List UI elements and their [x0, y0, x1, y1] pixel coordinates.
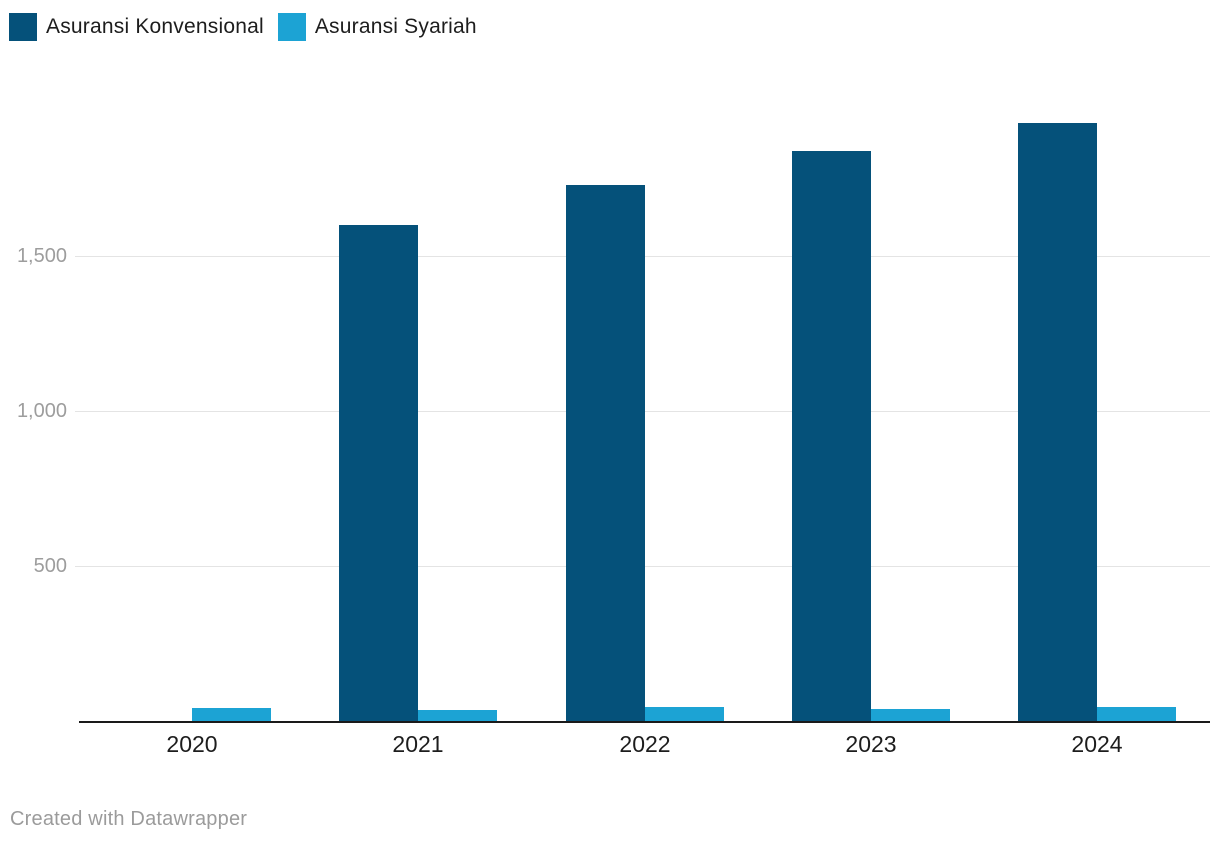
x-axis-label-2022: 2022 — [619, 731, 671, 757]
x-axis-label-2024: 2024 — [1071, 731, 1123, 757]
bar-konvensional-2021[interactable] — [339, 225, 418, 721]
legend-item-konvensional: Asuransi Konvensional — [9, 13, 264, 41]
bar-syariah-2020[interactable] — [192, 708, 271, 721]
y-axis-tick-label-500: 500 — [33, 555, 67, 577]
x-axis-label-2021: 2021 — [392, 731, 444, 757]
bar-syariah-2021[interactable] — [418, 710, 497, 721]
datawrapper-attribution: Created with Datawrapper — [10, 808, 248, 830]
bar-syariah-2023[interactable] — [871, 709, 950, 721]
x-axis-label-2020: 2020 — [166, 731, 218, 757]
legend-swatch-konvensional-icon — [9, 13, 37, 41]
bar-konvensional-2023[interactable] — [792, 151, 871, 721]
y-axis-tick-label-1000: 1,000 — [16, 400, 67, 422]
y-axis-tick-label-1500: 1,500 — [16, 245, 67, 267]
legend-label-konvensional: Asuransi Konvensional — [46, 15, 264, 38]
legend-label-syariah: Asuransi Syariah — [314, 15, 477, 38]
bar-konvensional-2024[interactable] — [1018, 123, 1097, 721]
bar-syariah-2022[interactable] — [645, 707, 724, 721]
legend-item-syariah: Asuransi Syariah — [277, 13, 477, 41]
bar-konvensional-2022[interactable] — [566, 185, 645, 721]
x-axis-label-2023: 2023 — [845, 731, 897, 757]
x-axis-line — [79, 721, 1210, 723]
legend-swatch-syariah-icon — [277, 13, 306, 41]
bar-syariah-2024[interactable] — [1097, 707, 1176, 721]
legend: Asuransi Konvensional Asuransi Syariah — [9, 13, 477, 41]
